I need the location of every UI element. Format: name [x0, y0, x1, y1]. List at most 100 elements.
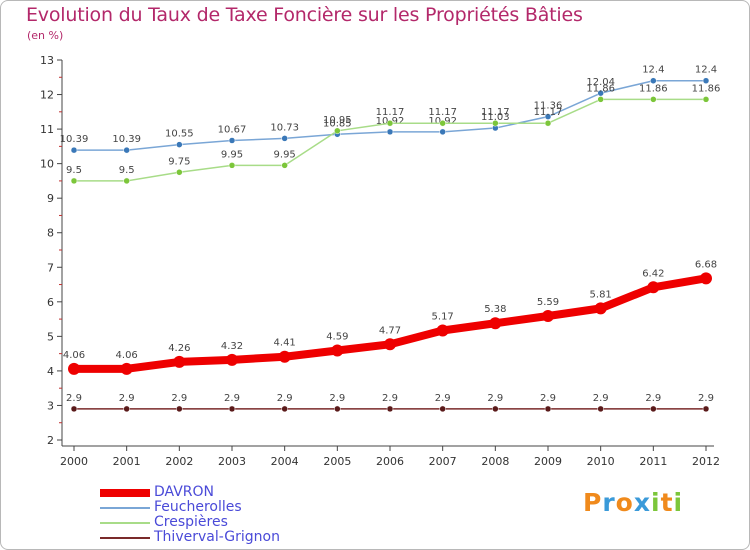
data-label-crespieres: 9.75	[168, 156, 190, 167]
data-point-crespieres	[123, 177, 130, 185]
proxiti-logo: Proxiti	[583, 488, 683, 517]
data-point-crespieres	[492, 119, 499, 127]
legend-swatch-thiverval-grignon	[100, 537, 150, 539]
data-label-feucherolles: 12.4	[642, 65, 664, 76]
data-label-davron: 4.77	[379, 325, 401, 336]
legend-label-davron: DAVRON	[154, 484, 215, 500]
data-point-thiverval-grignon	[597, 405, 604, 413]
data-point-thiverval-grignon	[176, 405, 183, 413]
data-label-crespieres: 9.95	[221, 149, 243, 160]
data-label-crespieres: 9.5	[66, 165, 82, 176]
data-point-crespieres	[386, 119, 394, 127]
y-tick-label: 13	[40, 54, 54, 67]
data-label-crespieres: 11.17	[534, 107, 563, 118]
data-point-crespieres	[544, 119, 552, 127]
data-point-feucherolles	[702, 77, 710, 84]
data-label-feucherolles: 10.39	[60, 134, 89, 145]
data-label-feucherolles: 10.73	[270, 122, 299, 133]
data-point-crespieres	[334, 127, 341, 135]
y-axis-unit: (en %)	[27, 29, 64, 42]
y-tick-label: 7	[47, 261, 54, 274]
logo-letter: i	[673, 488, 684, 517]
data-label-davron: 4.26	[168, 343, 190, 354]
data-point-davron	[173, 355, 186, 368]
data-label-thiverval-grignon: 2.9	[171, 393, 187, 404]
data-label-crespieres: 11.17	[376, 107, 405, 118]
data-point-thiverval-grignon	[70, 405, 78, 413]
legend-label-crespieres: Crespières	[154, 514, 228, 530]
data-point-davron	[68, 362, 80, 375]
data-label-thiverval-grignon: 2.9	[645, 393, 661, 404]
data-label-feucherolles: 10.85	[323, 118, 352, 129]
data-label-feucherolles: 10.55	[165, 129, 194, 140]
data-label-crespieres: 9.5	[119, 165, 135, 176]
y-tick-label: 9	[47, 192, 54, 205]
x-tick-label: 2011	[639, 455, 667, 468]
data-point-thiverval-grignon	[492, 405, 499, 413]
data-label-feucherolles: 11.03	[481, 112, 510, 123]
data-label-crespieres: 11.86	[692, 83, 721, 94]
data-point-davron	[226, 353, 238, 366]
data-label-davron: 5.59	[537, 297, 559, 308]
data-label-davron: 5.81	[590, 289, 612, 300]
data-point-crespieres	[176, 169, 183, 176]
y-tick-label: 10	[40, 158, 54, 171]
x-tick-label: 2000	[60, 455, 88, 468]
data-point-davron	[542, 309, 554, 322]
x-tick-label: 2003	[218, 455, 246, 468]
logo-letter: x	[633, 488, 651, 517]
data-point-davron	[436, 324, 449, 337]
data-point-feucherolles	[176, 141, 183, 148]
data-label-thiverval-grignon: 2.9	[698, 393, 714, 404]
data-label-crespieres: 10.95	[323, 115, 352, 126]
data-label-thiverval-grignon: 2.9	[224, 393, 240, 404]
data-label-feucherolles: 10.39	[112, 134, 141, 145]
logo-letter: o	[615, 488, 634, 517]
legend-label-thiverval-grignon: Thiverval-Grignon	[154, 529, 280, 545]
data-point-davron	[331, 344, 344, 357]
data-point-thiverval-grignon	[439, 405, 446, 413]
x-tick-label: 2002	[165, 455, 193, 468]
data-point-feucherolles	[70, 146, 78, 154]
data-point-feucherolles	[439, 128, 446, 136]
data-label-crespieres: 9.95	[274, 149, 296, 160]
data-point-crespieres	[228, 162, 236, 169]
data-label-feucherolles: 10.67	[218, 124, 247, 135]
legend-swatch-davron	[100, 489, 150, 497]
data-label-davron: 6.42	[642, 268, 664, 279]
data-label-crespieres: 11.86	[586, 83, 615, 94]
data-label-feucherolles: 11.36	[534, 101, 563, 112]
data-label-thiverval-grignon: 2.9	[329, 393, 345, 404]
y-tick-label: 11	[40, 123, 54, 136]
logo-letter: P	[583, 488, 603, 517]
data-point-crespieres	[597, 96, 604, 103]
data-point-crespieres	[650, 96, 657, 103]
data-point-feucherolles	[650, 77, 657, 84]
data-label-crespieres: 11.17	[481, 107, 510, 118]
y-tick-label: 8	[47, 227, 54, 240]
x-tick-label: 2005	[323, 455, 351, 468]
x-tick-label: 2010	[587, 455, 615, 468]
data-point-crespieres	[70, 177, 78, 185]
data-point-thiverval-grignon	[228, 405, 236, 413]
y-tick-label: 4	[47, 365, 54, 378]
data-label-crespieres: 11.17	[428, 107, 457, 118]
data-point-thiverval-grignon	[702, 405, 710, 413]
x-tick-label: 2004	[271, 455, 299, 468]
data-label-davron: 4.06	[63, 350, 85, 361]
data-point-feucherolles	[281, 135, 288, 142]
y-tick-label: 5	[47, 330, 54, 343]
data-label-davron: 4.41	[274, 338, 296, 349]
data-point-davron	[700, 272, 712, 285]
data-point-thiverval-grignon	[650, 405, 657, 413]
data-point-feucherolles	[386, 128, 394, 136]
y-tick-label: 3	[47, 399, 54, 412]
legend-label-feucherolles: Feucherolles	[154, 499, 242, 515]
legend-swatch-crespieres	[100, 522, 150, 524]
data-point-davron	[278, 350, 291, 363]
data-point-crespieres	[439, 119, 446, 127]
data-label-crespieres: 11.86	[639, 83, 668, 94]
data-point-crespieres	[281, 162, 288, 169]
data-label-davron: 5.17	[432, 311, 454, 322]
